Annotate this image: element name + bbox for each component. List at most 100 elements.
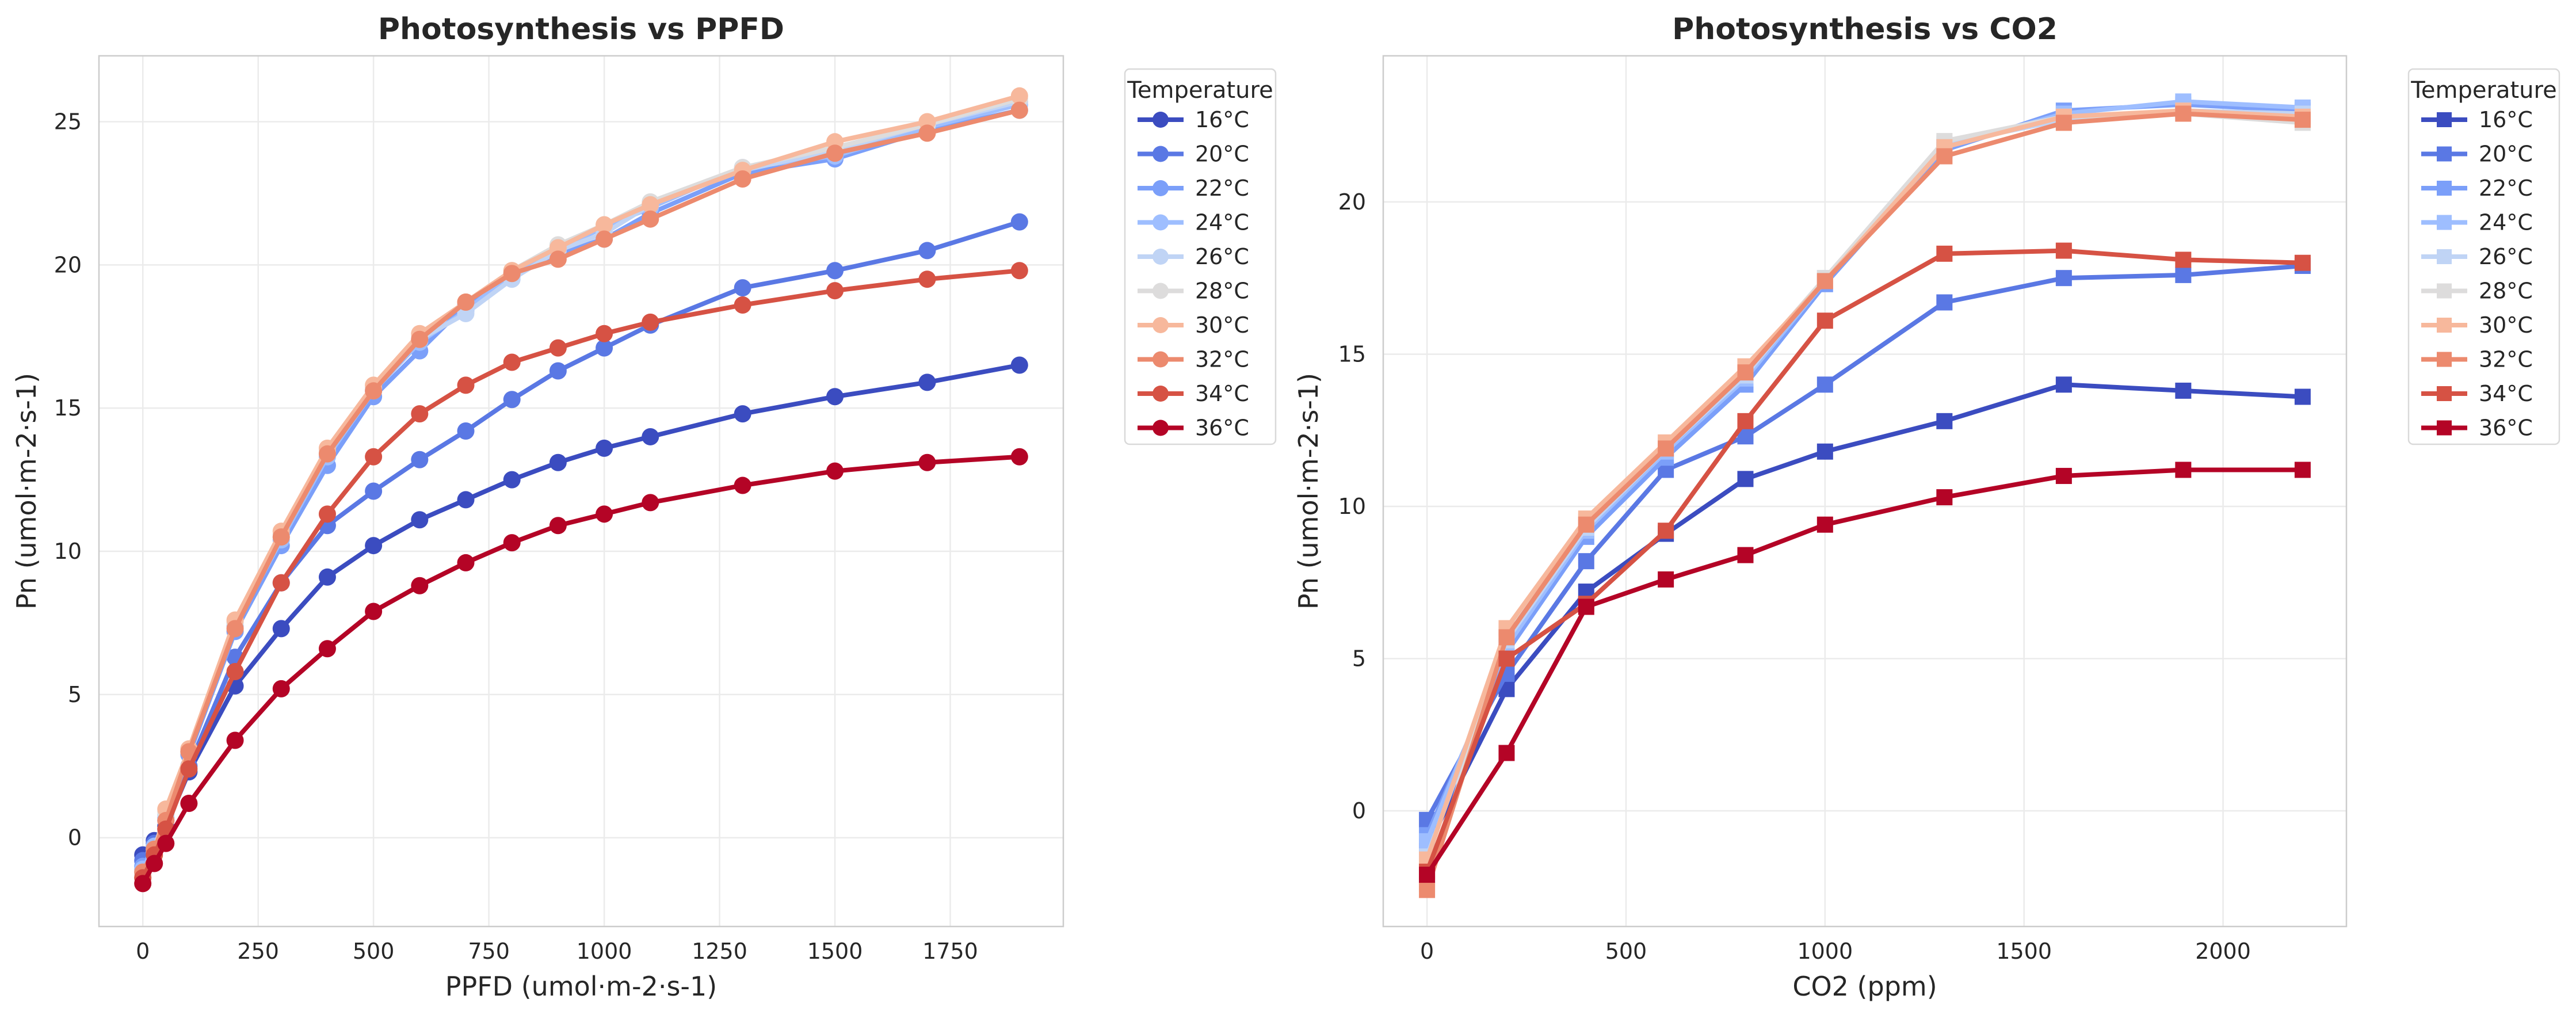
legend-label: 24°C [2479,210,2533,235]
data-point [918,124,936,142]
data-point [2055,376,2072,393]
data-point [1737,413,1754,429]
data-point [826,262,844,280]
legend-entry: 22°C [1138,176,1249,201]
chart-title: Photosynthesis vs CO2 [1672,12,2058,47]
legend-swatch-marker [2437,283,2452,299]
data-point [365,448,383,466]
data-point [1419,867,1436,883]
data-point [918,373,936,391]
legend-swatch-marker [2437,112,2452,127]
data-point [1816,376,1833,393]
legend-entry: 30°C [2421,312,2533,338]
x-tick-label: 1750 [922,939,978,964]
x-tick-label: 1250 [692,939,747,964]
data-point [1010,213,1028,231]
legend-swatch-marker [1152,112,1169,128]
legend-swatch-marker [2437,146,2452,162]
y-axis-label: Pn (umol·m-2·s-1) [11,373,42,609]
data-point [1737,364,1754,381]
data-point [272,574,290,592]
data-point [2175,266,2192,283]
data-point [272,680,290,697]
y-tick-label: 20 [1338,189,1366,215]
data-point [2175,251,2192,268]
x-axis-label: CO2 (ppm) [1792,971,1937,1002]
plot-frame [1382,55,2348,928]
data-point [642,210,659,228]
legend-entry: 20°C [2421,142,2533,167]
data-point [1658,440,1674,457]
legend-label: 22°C [2479,176,2533,201]
data-point [503,471,521,489]
data-point [596,230,613,248]
data-point [411,405,429,423]
data-point [642,494,659,512]
data-point [2294,462,2311,478]
x-tick-label: 500 [353,939,395,964]
data-point [411,451,429,468]
series-line [140,268,1022,880]
data-point [503,534,521,552]
y-tick-label: 15 [1338,341,1366,367]
data-point [1936,489,1953,506]
data-point [1498,650,1515,667]
y-tick-label: 0 [1352,798,1366,823]
data-point [365,603,383,620]
legend-entry: 36°C [2421,415,2533,441]
legend-entry: 26°C [1138,244,1249,269]
legend-label: 16°C [1195,107,1249,132]
y-tick-label: 25 [54,109,82,134]
data-point [1578,598,1594,615]
data-point [2294,254,2311,271]
data-point [596,216,613,234]
legend-swatch-marker [1152,386,1169,402]
legend-swatch-marker [1152,146,1169,162]
data-point [411,577,429,594]
data-point [1578,553,1594,570]
data-point [226,663,244,681]
legend-title: Temperature [1127,77,1273,104]
data-point [2175,382,2192,399]
x-tick-label: 1000 [1797,939,1853,964]
series-36°C [1419,462,2311,883]
x-tick-label: 750 [468,939,510,964]
legend-entry: 26°C [2421,244,2533,269]
data-point [180,760,198,778]
legend-entry: 36°C [1138,415,1249,441]
legend-swatch-marker [1152,351,1169,368]
data-point [180,794,198,812]
data-point [918,242,936,260]
data-point [1658,571,1674,588]
data-point [549,362,567,380]
y-tick-label: 10 [1338,494,1366,519]
data-point [1658,523,1674,539]
data-point [826,144,844,162]
y-tick-labels: 0 5 10 15 20 [1338,189,1366,823]
data-point [503,391,521,409]
legend-box [1124,68,1277,445]
legend-swatch-marker [2437,318,2452,333]
plot-frame [98,55,1064,928]
x-tick-label: 0 [1420,939,1434,964]
data-point [2055,242,2072,259]
legend-label: 24°C [1195,210,1249,235]
series-32°C [1419,105,2311,898]
data-point [734,296,751,314]
legend-swatch-marker [2437,420,2452,436]
legend-box [2407,68,2560,445]
gridlines [1383,56,2346,927]
data-point [157,834,175,852]
legend-entry: 28°C [2421,279,2533,304]
legend-label: 16°C [2479,107,2533,132]
legend: Temperature 16°C 20°C 22°C 24°C 26°C 28°C 30°C 3… [2407,68,2560,445]
x-tick-label: 250 [237,939,279,964]
y-tick-labels: 0 5 10 15 20 25 [54,109,82,850]
data-point [503,265,521,283]
x-tick-labels: 0 500 1000 1500 2000 [1420,939,2251,964]
legend-swatch-marker [2437,386,2452,401]
data-point [1936,245,1953,262]
x-tick-label: 1500 [1996,939,2052,964]
data-point [272,528,290,546]
data-point [549,517,567,535]
